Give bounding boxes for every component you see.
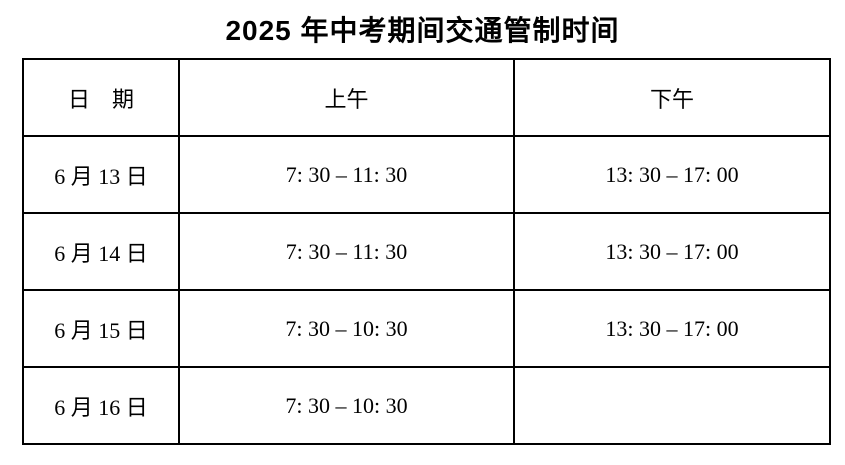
cell-morning-jun14: 7: 30 – 11: 30: [178, 212, 515, 291]
table-row: 6 月 14 日 7: 30 – 11: 30 13: 30 – 17: 00: [22, 212, 831, 291]
traffic-control-schedule-table: 日 期 上午 下午 6 月 13 日 7: 30 – 11: 30 13: 30…: [22, 58, 831, 445]
table-row: 6 月 15 日 7: 30 – 10: 30 13: 30 – 17: 00: [22, 289, 831, 368]
cell-afternoon-jun16: [513, 366, 831, 445]
cell-afternoon-jun13: 13: 30 – 17: 00: [513, 135, 831, 214]
cell-morning-jun15: 7: 30 – 10: 30: [178, 289, 515, 368]
header-cell-date: 日 期: [22, 58, 180, 137]
cell-afternoon-jun14: 13: 30 – 17: 00: [513, 212, 831, 291]
cell-date-jun14: 6 月 14 日: [22, 212, 180, 291]
table-row: 6 月 13 日 7: 30 – 11: 30 13: 30 – 17: 00: [22, 135, 831, 214]
table-header-row: 日 期 上午 下午: [22, 58, 831, 137]
page-title: 2025 年中考期间交通管制时间: [225, 15, 620, 46]
cell-morning-jun16: 7: 30 – 10: 30: [178, 366, 515, 445]
header-cell-morning: 上午: [178, 58, 515, 137]
cell-afternoon-jun15: 13: 30 – 17: 00: [513, 289, 831, 368]
cell-date-jun13: 6 月 13 日: [22, 135, 180, 214]
header-cell-afternoon: 下午: [513, 58, 831, 137]
table-row: 6 月 16 日 7: 30 – 10: 30: [22, 366, 831, 445]
cell-morning-jun13: 7: 30 – 11: 30: [178, 135, 515, 214]
cell-date-jun15: 6 月 15 日: [22, 289, 180, 368]
cell-date-jun16: 6 月 16 日: [22, 366, 180, 445]
